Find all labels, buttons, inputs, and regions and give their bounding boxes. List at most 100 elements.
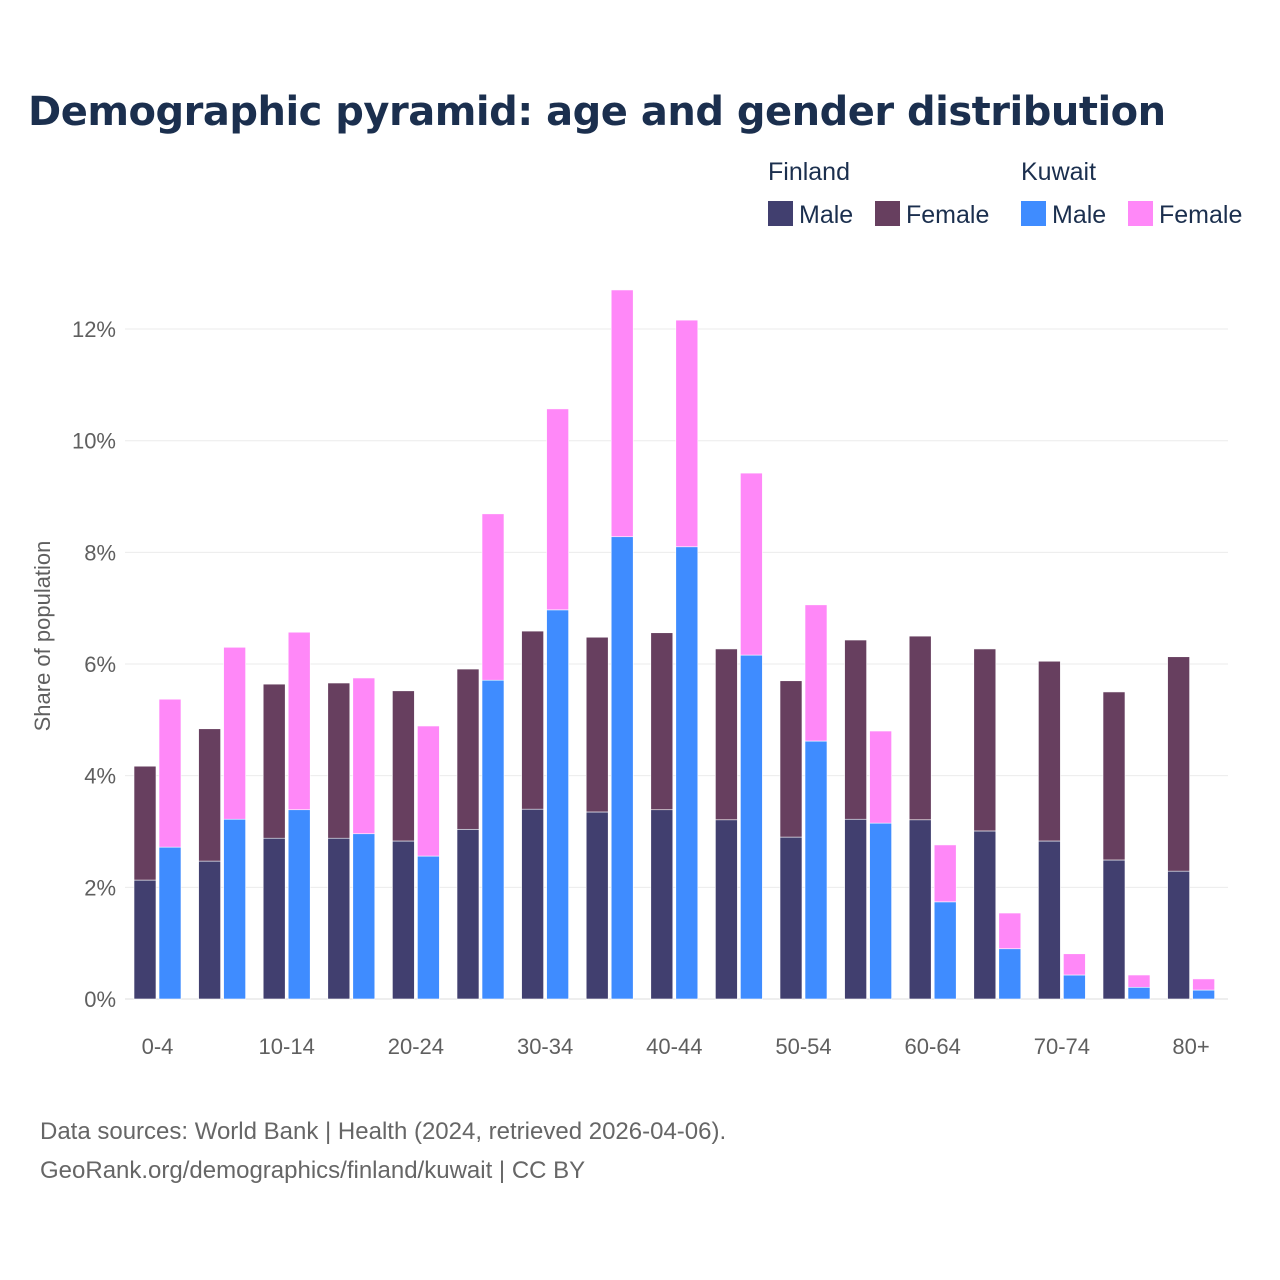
x-tick-label: 80+ — [1172, 1034, 1209, 1059]
bar-kuwait-female-15-19 — [352, 677, 376, 835]
bar-kuwait-male-60-64 — [933, 901, 957, 1000]
bar-finland-male-20-24 — [392, 840, 415, 1000]
bar-finland-male-10-14 — [262, 837, 286, 1000]
bar-kuwait-male-75-79 — [1127, 986, 1151, 1000]
bar-finland-female-50-54 — [779, 680, 803, 838]
legend-label-kuwait-male: Male — [1052, 201, 1106, 229]
bar-kuwait-female-45-49 — [740, 472, 763, 656]
bar-kuwait-male-50-54 — [804, 740, 828, 1000]
bar-kuwait-male-15-19 — [352, 833, 376, 1000]
bar-kuwait-female-55-59 — [869, 730, 892, 824]
bar-kuwait-female-5-9 — [223, 646, 246, 820]
x-tick-label: 10-14 — [259, 1034, 315, 1059]
y-tick-label: 0% — [84, 987, 116, 1012]
bar-finland-female-15-19 — [327, 682, 351, 839]
y-tick-label: 2% — [84, 875, 116, 900]
bar-kuwait-female-50-54 — [804, 604, 828, 742]
legend-swatch-finland-male — [768, 201, 793, 226]
y-tick-label: 12% — [72, 317, 116, 342]
bar-finland-female-25-29 — [456, 668, 480, 830]
bar-finland-male-15-19 — [327, 837, 351, 1000]
bar-kuwait-male-5-9 — [223, 818, 246, 1000]
legend-label-kuwait-female: Female — [1159, 201, 1242, 229]
bar-kuwait-male-35-39 — [610, 536, 634, 1000]
bars — [133, 289, 1215, 1000]
bar-finland-female-75-79 — [1102, 691, 1126, 861]
bar-finland-female-35-39 — [585, 636, 609, 813]
bar-finland-male-80+ — [1167, 870, 1190, 1000]
bar-finland-male-35-39 — [585, 811, 609, 1000]
x-tick-label: 50-54 — [775, 1034, 831, 1059]
bar-kuwait-male-65-69 — [998, 948, 1022, 1000]
y-tick-label: 8% — [84, 540, 116, 565]
bar-finland-female-60-64 — [908, 635, 932, 821]
bar-finland-male-60-64 — [908, 819, 932, 1000]
bar-kuwait-female-30-34 — [546, 408, 569, 611]
x-tick-label: 40-44 — [646, 1034, 702, 1059]
chart-title: Demographic pyramid: age and gender dist… — [28, 89, 1166, 135]
bar-finland-female-55-59 — [844, 639, 867, 820]
y-tick-label: 4% — [84, 764, 116, 789]
bar-finland-female-10-14 — [262, 683, 286, 839]
y-tick-label: 6% — [84, 652, 116, 677]
x-axis-ticks: 0-4 10-14 20-24 30-34 40-44 50-54 60-64 70-74 80… — [142, 1034, 1210, 1059]
bar-kuwait-male-70-74 — [1063, 974, 1086, 1000]
bar-kuwait-male-55-59 — [869, 822, 892, 1000]
legend-label-finland-male: Male — [799, 201, 853, 229]
bar-kuwait-male-45-49 — [740, 654, 763, 1000]
bar-kuwait-female-35-39 — [610, 289, 634, 538]
bar-finland-female-30-34 — [521, 630, 544, 810]
y-tick-label: 10% — [72, 429, 116, 454]
y-axis-ticks: 0% 2% 4% 6% 8% 10% 12% — [72, 317, 116, 1012]
bar-kuwait-male-0-4 — [158, 846, 182, 1000]
bar-finland-female-5-9 — [198, 728, 221, 862]
bar-kuwait-male-25-29 — [481, 679, 505, 1000]
bar-finland-male-0-4 — [133, 879, 157, 1000]
bar-kuwait-male-10-14 — [287, 809, 311, 1000]
bar-finland-male-30-34 — [521, 808, 544, 1000]
bar-kuwait-female-65-69 — [998, 912, 1022, 950]
bar-kuwait-male-30-34 — [546, 609, 569, 1000]
bar-kuwait-female-20-24 — [417, 725, 440, 857]
bar-kuwait-female-25-29 — [481, 513, 505, 681]
bar-finland-male-5-9 — [198, 860, 221, 1000]
legend-swatch-finland-female — [875, 201, 900, 226]
legend: Finland Kuwait Male Female Male Female — [768, 158, 1242, 229]
bar-finland-female-20-24 — [392, 690, 415, 842]
bar-kuwait-female-80+ — [1192, 978, 1215, 991]
x-tick-label: 30-34 — [517, 1034, 573, 1059]
x-tick-label: 60-64 — [905, 1034, 961, 1059]
source-line-2: GeoRank.org/demographics/finland/kuwait … — [40, 1157, 585, 1184]
bar-kuwait-female-0-4 — [158, 698, 182, 848]
bar-finland-male-45-49 — [715, 819, 738, 1000]
legend-group-finland: Finland — [768, 158, 850, 186]
x-tick-label: 20-24 — [388, 1034, 444, 1059]
bar-finland-female-80+ — [1167, 656, 1190, 872]
bar-finland-male-65-69 — [973, 830, 997, 1000]
bar-kuwait-male-20-24 — [417, 855, 440, 1000]
bar-kuwait-female-70-74 — [1063, 953, 1086, 976]
x-tick-label: 0-4 — [142, 1034, 174, 1059]
bar-finland-male-75-79 — [1102, 859, 1126, 1000]
bar-kuwait-female-10-14 — [287, 631, 311, 811]
bar-finland-male-40-44 — [650, 809, 674, 1000]
bar-finland-female-70-74 — [1038, 660, 1061, 842]
bar-finland-male-70-74 — [1038, 840, 1061, 1000]
legend-swatch-kuwait-male — [1021, 201, 1046, 226]
bar-kuwait-female-40-44 — [675, 319, 699, 548]
bar-finland-male-55-59 — [844, 818, 867, 1000]
bar-kuwait-female-75-79 — [1127, 974, 1151, 988]
bar-finland-male-25-29 — [456, 828, 480, 1000]
bar-finland-female-40-44 — [650, 632, 674, 811]
legend-swatch-kuwait-female — [1128, 201, 1153, 226]
y-axis-label: Share of population — [30, 541, 55, 732]
bar-finland-female-45-49 — [715, 648, 738, 821]
bar-kuwait-male-80+ — [1192, 989, 1215, 1000]
bar-kuwait-male-40-44 — [675, 546, 699, 1000]
x-tick-label: 70-74 — [1034, 1034, 1090, 1059]
bar-finland-female-65-69 — [973, 648, 997, 832]
source-line-1: Data sources: World Bank | Health (2024,… — [40, 1118, 726, 1145]
bar-finland-male-50-54 — [779, 836, 803, 1000]
legend-group-kuwait: Kuwait — [1021, 158, 1096, 186]
